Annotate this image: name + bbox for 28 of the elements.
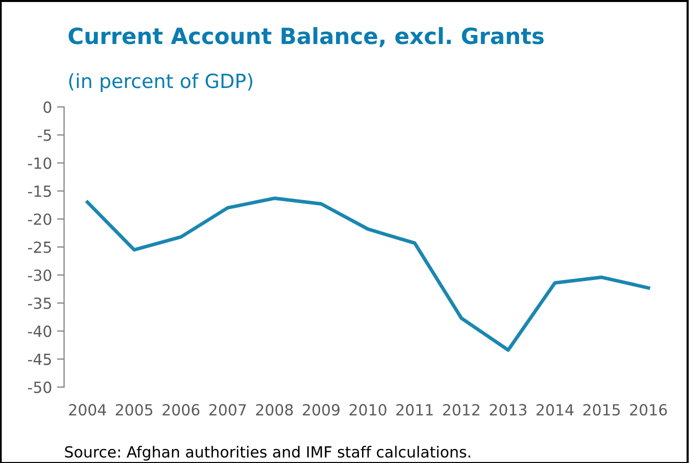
chart-title: Current Account Balance, excl. Grants <box>68 27 544 48</box>
x-tick-label: 2009 <box>302 404 340 416</box>
y-tick-label: -25 <box>28 241 51 254</box>
y-tick-label: -30 <box>28 269 52 282</box>
chart-subtitle: (in percent of GDP) <box>69 73 252 92</box>
y-tick-label: -50 <box>28 382 52 394</box>
source-note: Source: Afghan authorities and IMF staff calculations. <box>65 446 470 461</box>
x-tick-label: 2008 <box>256 404 293 416</box>
x-tick-label: 2013 <box>490 404 526 416</box>
x-tick-label: 2004 <box>69 404 106 416</box>
x-tick-label: 2010 <box>350 404 386 416</box>
x-tick-label: 2006 <box>162 404 200 416</box>
line-series <box>86 196 650 352</box>
x-tick-label: 2014 <box>536 404 574 416</box>
y-tick-label: -5 <box>38 130 51 141</box>
x-tick-label: 2016 <box>630 404 667 416</box>
y-tick-label: -45 <box>28 354 51 366</box>
x-tick-label: 2007 <box>209 404 246 416</box>
y-tick-label: -10 <box>28 157 52 169</box>
x-tick-label: 2012 <box>443 404 480 416</box>
y-tick-label: 0 <box>44 101 52 113</box>
x-tick-label: 2005 <box>116 404 152 416</box>
y-tick-label: -15 <box>28 186 51 198</box>
y-tick-label: -40 <box>28 326 52 338</box>
x-tick-label: 2011 <box>396 404 433 416</box>
y-tick-label: -35 <box>28 298 51 310</box>
x-tick-label: 2015 <box>583 404 620 416</box>
y-tick-label: -20 <box>28 213 52 226</box>
